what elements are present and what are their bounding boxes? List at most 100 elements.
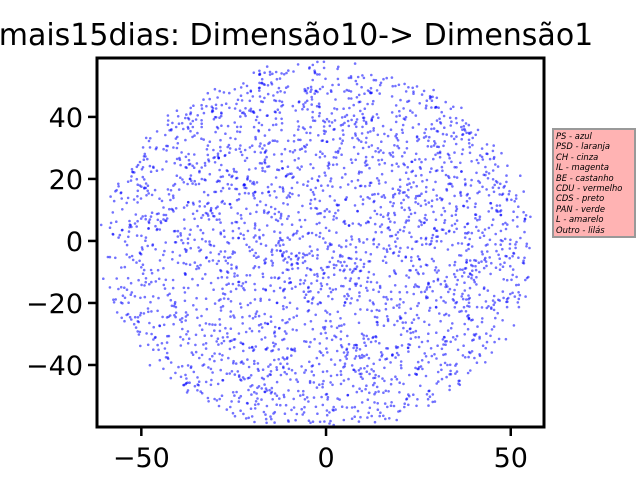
data-point	[358, 387, 361, 391]
data-point	[257, 402, 260, 406]
data-point	[281, 186, 285, 189]
data-point	[242, 233, 245, 237]
data-point	[260, 326, 264, 329]
data-point	[283, 330, 287, 333]
data-point	[375, 308, 379, 312]
data-point	[141, 175, 145, 179]
data-point	[489, 202, 493, 205]
data-point	[311, 364, 315, 367]
data-point	[165, 160, 168, 163]
data-point	[141, 263, 145, 267]
data-point	[516, 301, 520, 304]
data-point	[378, 414, 382, 418]
data-point	[408, 373, 411, 377]
data-point	[165, 351, 169, 355]
data-point	[375, 320, 379, 324]
data-point	[359, 269, 363, 273]
data-point	[360, 170, 363, 174]
data-point	[292, 406, 296, 409]
data-point	[201, 213, 205, 217]
data-point	[485, 264, 488, 268]
data-point	[157, 296, 160, 300]
data-point	[313, 92, 317, 95]
data-point	[264, 257, 268, 261]
data-point	[296, 166, 300, 169]
data-point	[112, 301, 116, 304]
data-point	[265, 224, 269, 227]
data-point	[230, 370, 234, 373]
data-point	[322, 119, 325, 123]
data-point	[484, 165, 487, 169]
data-point	[377, 150, 381, 154]
data-point	[151, 243, 155, 246]
data-point	[194, 333, 198, 337]
data-point	[458, 268, 462, 271]
data-point	[368, 372, 371, 376]
data-point	[470, 160, 473, 163]
data-point	[410, 321, 414, 325]
data-point	[492, 155, 496, 159]
data-point	[303, 279, 307, 282]
data-point	[266, 322, 270, 326]
data-point	[518, 293, 522, 297]
data-point	[257, 130, 261, 133]
data-point	[335, 264, 338, 267]
data-point	[450, 120, 453, 123]
data-point	[314, 313, 318, 317]
data-point	[337, 244, 341, 247]
data-point	[357, 172, 361, 175]
data-point	[175, 174, 179, 177]
data-point	[451, 243, 454, 247]
data-point	[286, 165, 290, 168]
data-point	[342, 379, 346, 382]
data-point	[371, 336, 375, 340]
data-point	[275, 301, 279, 305]
data-point	[415, 404, 418, 408]
data-point	[307, 419, 311, 423]
data-point	[150, 280, 153, 284]
data-point	[200, 122, 203, 125]
data-point	[310, 301, 314, 305]
data-point	[234, 137, 237, 141]
data-point	[326, 184, 330, 187]
data-point	[315, 386, 319, 389]
data-point	[230, 183, 233, 187]
data-point	[257, 369, 260, 373]
data-point	[270, 417, 273, 421]
data-point	[412, 393, 415, 397]
data-point	[177, 188, 181, 191]
data-point	[405, 291, 409, 294]
data-point	[508, 256, 512, 260]
data-point	[385, 248, 389, 251]
data-point	[363, 184, 367, 188]
data-point	[380, 172, 384, 176]
data-point	[332, 138, 335, 141]
data-point	[339, 186, 342, 189]
y-tick-label: −40	[26, 351, 83, 382]
data-point	[499, 213, 503, 217]
data-point	[366, 280, 369, 284]
data-point	[204, 380, 208, 384]
data-point	[342, 351, 346, 354]
data-point	[452, 131, 456, 135]
data-point	[303, 398, 307, 401]
data-point	[497, 337, 501, 341]
data-point	[147, 310, 150, 314]
data-point	[364, 387, 367, 391]
data-point	[139, 217, 143, 220]
data-point	[209, 251, 212, 254]
data-point	[355, 346, 359, 350]
data-point	[321, 403, 325, 407]
data-point	[357, 369, 361, 372]
data-point	[220, 342, 223, 345]
data-point	[293, 149, 297, 152]
data-point	[378, 163, 381, 166]
data-point	[263, 262, 267, 265]
data-point	[400, 201, 403, 205]
data-point	[407, 196, 410, 199]
data-point	[309, 198, 313, 202]
data-point	[390, 169, 394, 173]
data-point	[229, 405, 232, 409]
data-point	[359, 367, 363, 370]
data-point	[227, 282, 230, 286]
